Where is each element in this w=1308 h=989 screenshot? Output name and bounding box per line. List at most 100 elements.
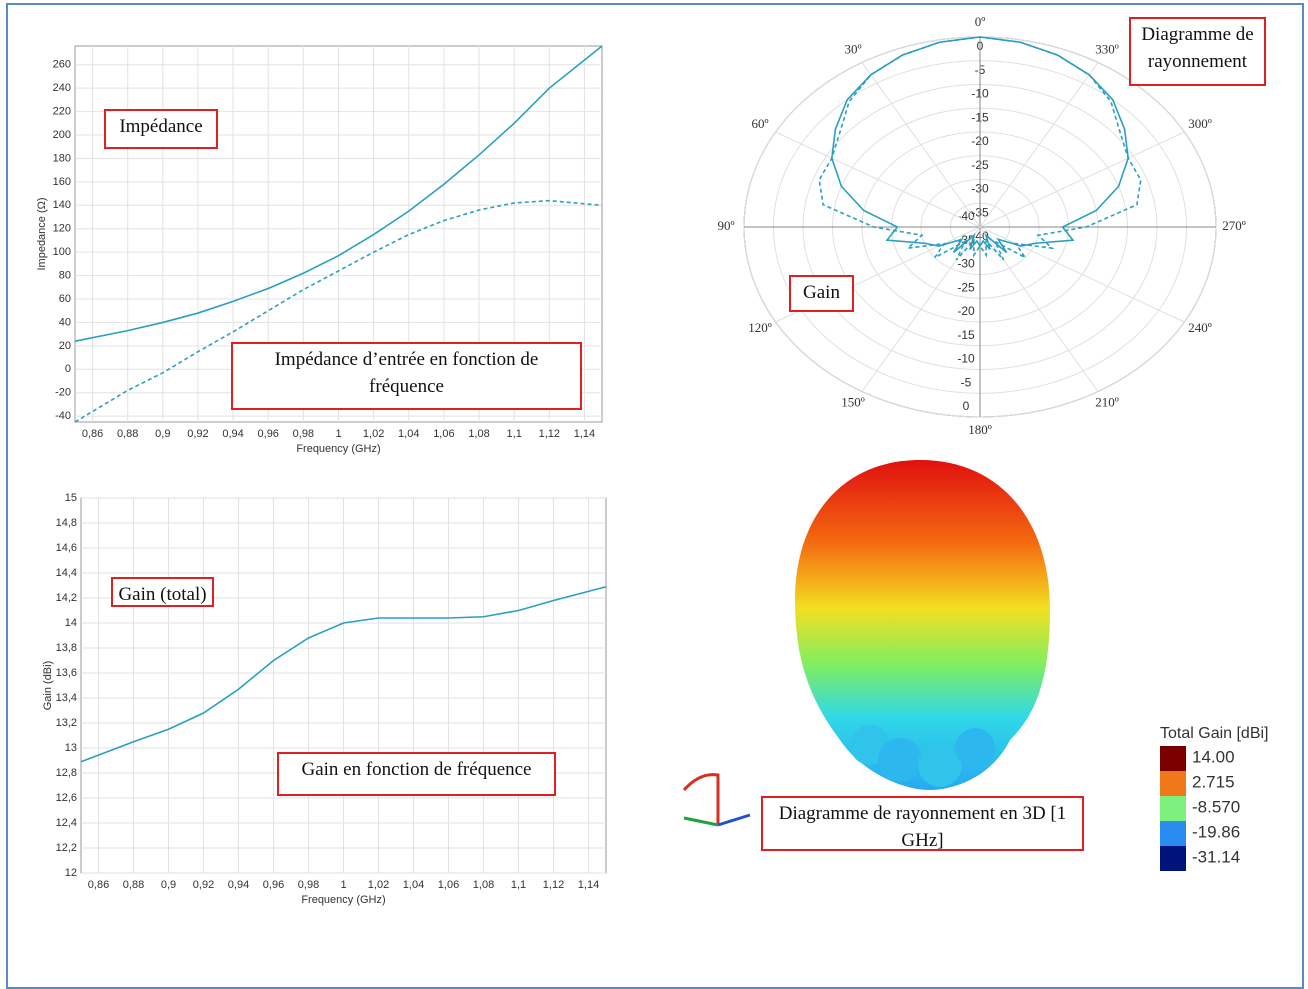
theta-tick-label: 120º: [748, 320, 772, 335]
x-tick-label: 0,98: [293, 428, 314, 440]
r-tick-label: -10: [957, 352, 975, 366]
y-axis-label: Impedance (Ω): [36, 197, 48, 270]
theta-tick-label: 330º: [1095, 41, 1119, 56]
r-tick-label: -25: [957, 280, 975, 294]
theta-tick-label: 300º: [1188, 116, 1212, 131]
theta-tick-label: 270º: [1222, 218, 1246, 233]
color-swatch: [1160, 796, 1186, 821]
axis-triad: [684, 775, 750, 825]
theta-tick-label: 90º: [717, 218, 734, 233]
x-tick-label: 1,04: [398, 428, 419, 440]
colorbar-label: -31.14: [1192, 847, 1240, 866]
y-tick-label: 12,8: [56, 767, 77, 779]
annotation: Gain en fonction de fréquence: [277, 752, 556, 796]
x-axis-label: Frequency (GHz): [296, 443, 380, 455]
x-tick-label: 1,06: [433, 428, 454, 440]
y-tick-label: 12: [65, 867, 77, 879]
colorbar-label: -8.570: [1192, 797, 1240, 816]
color-swatch: [1160, 846, 1186, 871]
x-tick-label: 1,04: [403, 879, 424, 891]
x-tick-label: 0,96: [263, 879, 284, 891]
x-tick-label: 1,14: [578, 879, 599, 891]
annotation: Gain (total): [111, 577, 214, 607]
pattern-3d: [795, 460, 1050, 790]
x-tick-label: 1,12: [543, 879, 564, 891]
y-tick-label: 140: [53, 199, 71, 211]
x-tick-label: 0,88: [117, 428, 138, 440]
theta-tick-label: 150º: [841, 395, 865, 410]
y-tick-label: 14,4: [56, 567, 77, 579]
annotation: Impédance: [104, 109, 218, 149]
theta-tick-label: 60º: [752, 116, 769, 131]
x-tick-label: 0,98: [298, 879, 319, 891]
y-tick-label: 14,8: [56, 517, 77, 529]
y-tick-label: 200: [53, 129, 71, 141]
x-tick-label: 0,88: [123, 879, 144, 891]
y-tick-label: 160: [53, 176, 71, 188]
r-tick-label: -20: [957, 304, 975, 318]
y-tick-label: 13: [65, 742, 77, 754]
y-tick-label: 220: [53, 106, 71, 118]
y-tick-label: 100: [53, 246, 71, 258]
y-tick-label: 20: [59, 340, 71, 352]
r-tick-label: -5: [961, 375, 972, 389]
r-tick-label: -30: [957, 257, 975, 271]
x-tick-label: 0,94: [222, 428, 243, 440]
theta-tick-label: 210º: [1095, 395, 1119, 410]
x-tick-label: 0,92: [193, 879, 214, 891]
x-tick-label: 1,02: [368, 879, 389, 891]
theta-tick-label: 240º: [1188, 320, 1212, 335]
y-tick-label: 13,6: [56, 667, 77, 679]
y-tick-label: -20: [55, 387, 71, 399]
y-tick-label: 60: [59, 293, 71, 305]
color-swatch: [1160, 821, 1186, 846]
y-tick-label: 12,6: [56, 792, 77, 804]
y-tick-label: 13,8: [56, 642, 77, 654]
y-axis-label: Gain (dBi): [42, 661, 54, 711]
y-tick-label: -40: [55, 410, 71, 422]
colorbar-label: 2.715: [1192, 772, 1235, 791]
x-tick-label: 1,06: [438, 879, 459, 891]
r-tick-label: -15: [957, 328, 975, 342]
y-tick-label: 80: [59, 269, 71, 281]
x-tick-label: 0,92: [187, 428, 208, 440]
x-tick-label: 1,12: [539, 428, 560, 440]
r-tick-label: 0: [963, 399, 970, 413]
x-tick-label: 1,14: [574, 428, 595, 440]
x-tick-label: 0,86: [82, 428, 103, 440]
x-tick-label: 0,86: [88, 879, 109, 891]
x-tick-label: 1,1: [511, 879, 526, 891]
x-tick-label: 1: [335, 428, 341, 440]
x-tick-label: 0,9: [161, 879, 176, 891]
annotation: Diagramme de rayonnement: [1129, 17, 1266, 86]
theta-tick-label: 180º: [968, 422, 992, 437]
theta-tick-label: 30º: [844, 41, 861, 56]
y-tick-label: 180: [53, 152, 71, 164]
y-tick-label: 13,2: [56, 717, 77, 729]
color-swatch: [1160, 771, 1186, 796]
x-tick-label: 1,1: [507, 428, 522, 440]
annotation: Gain: [789, 275, 854, 312]
x-tick-label: 1: [340, 879, 346, 891]
annotation: Diagramme de rayonnement en 3D [1 GHz]: [761, 796, 1084, 851]
y-tick-label: 12,2: [56, 842, 77, 854]
y-tick-label: 0: [65, 363, 71, 375]
y-tick-label: 14,6: [56, 542, 77, 554]
y-tick-label: 15: [65, 492, 77, 504]
y-tick-label: 240: [53, 82, 71, 94]
y-tick-label: 12,4: [56, 817, 77, 829]
color-swatch: [1160, 746, 1186, 771]
x-tick-label: 1,08: [468, 428, 489, 440]
x-tick-label: 0,94: [228, 879, 249, 891]
page: 0,86 0,88 0,9 0,92 0,94 0,96 0,98 1 1,02 1,04 1,06…: [0, 0, 1308, 989]
y-tick-label: 14: [65, 617, 77, 629]
annotation: Impédance d’entrée en fonction de fréque…: [231, 342, 582, 410]
colorbar-label: 14.00: [1192, 747, 1235, 766]
y-tick-label: 40: [59, 316, 71, 328]
x-tick-label: 0,96: [258, 428, 279, 440]
x-tick-label: 0,9: [155, 428, 170, 440]
x-tick-label: 1,02: [363, 428, 384, 440]
colorbar-title: Total Gain [dBi]: [1160, 725, 1269, 742]
y-tick-label: 260: [53, 59, 71, 71]
y-tick-label: 13,4: [56, 692, 77, 704]
